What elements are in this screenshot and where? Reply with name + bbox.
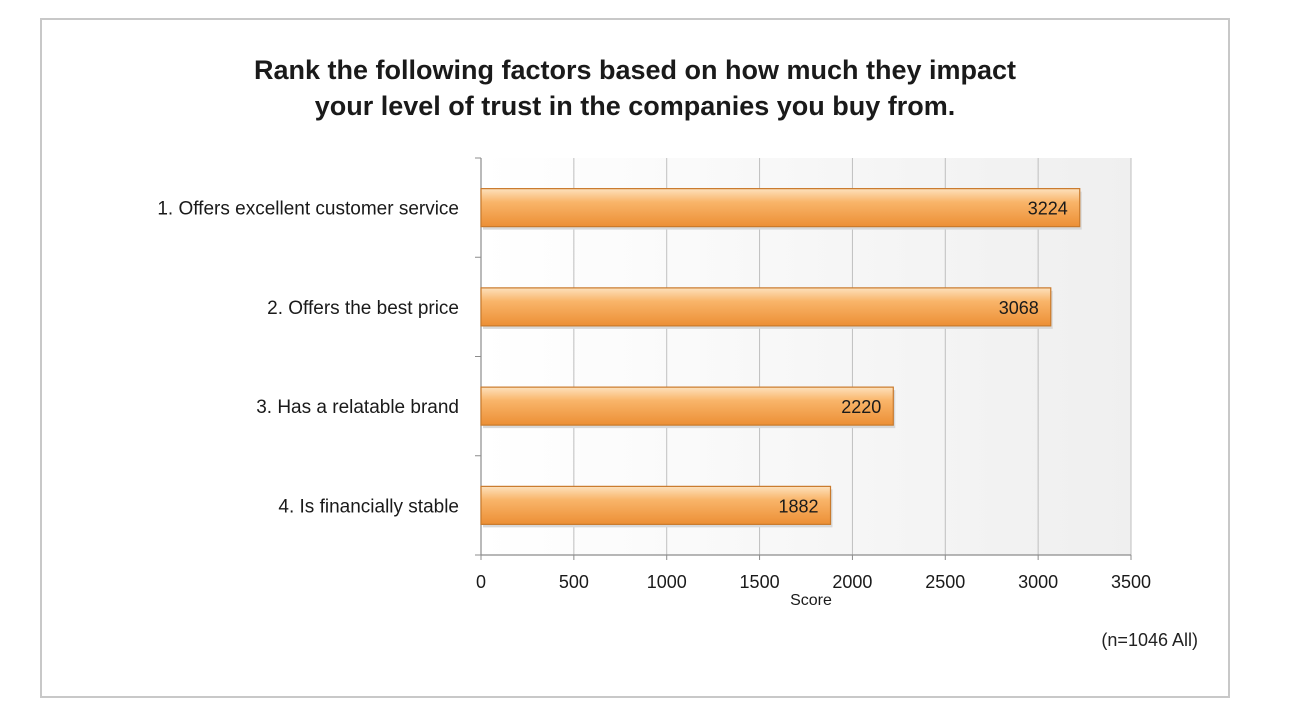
bar-4	[480, 485, 832, 525]
data-label-4: 1882	[778, 496, 818, 516]
category-label-2: 2. Offers the best price	[267, 298, 459, 319]
chart-title: Rank the following factors based on how …	[40, 52, 1230, 124]
bar-3	[480, 386, 894, 426]
x-tick-label-7: 3500	[1111, 572, 1151, 592]
x-tick-label-0: 0	[476, 572, 486, 592]
sample-size-note: (n=1046 All)	[1101, 630, 1198, 650]
x-tick-label-5: 2500	[925, 572, 965, 592]
x-tick-label-2: 1000	[647, 572, 687, 592]
category-label-1: 1. Offers excellent customer service	[157, 199, 459, 220]
x-tick-label-3: 1500	[740, 572, 780, 592]
category-label-4: 4. Is financially stable	[278, 496, 459, 517]
data-label-1: 3224	[1028, 199, 1068, 219]
x-tick-label-4: 2000	[832, 572, 872, 592]
bar-1	[480, 188, 1081, 228]
data-label-2: 3068	[999, 298, 1039, 318]
bar-2	[480, 287, 1052, 327]
category-label-3: 3. Has a relatable brand	[256, 397, 459, 418]
x-tick-label-1: 500	[559, 572, 589, 592]
data-label-3: 2220	[841, 397, 881, 417]
chart-title-line-1: Rank the following factors based on how …	[253, 55, 1017, 85]
x-axis-title: Score	[790, 592, 832, 609]
x-tick-label-6: 3000	[1018, 572, 1058, 592]
chart-title-line-2: your level of trust in the companies you…	[314, 91, 956, 121]
